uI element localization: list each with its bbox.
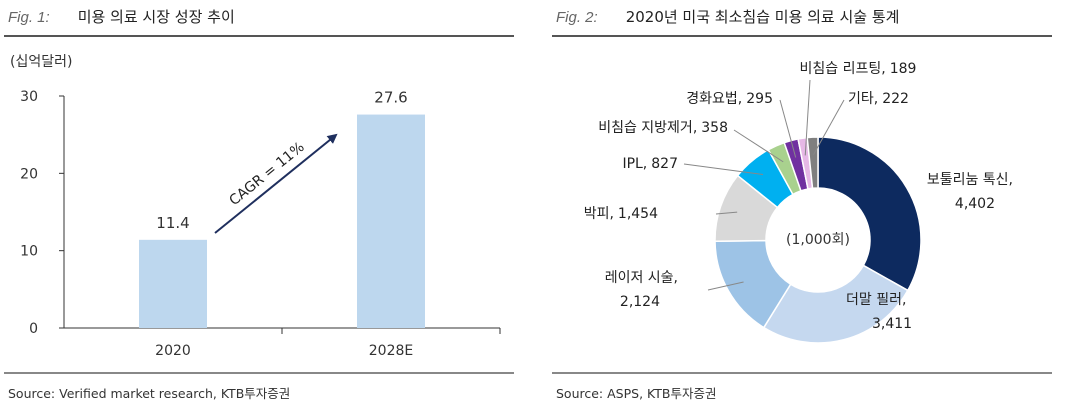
slice-value: 4,402: [955, 196, 995, 212]
leader-line: [804, 79, 811, 156]
fig2-bottom-rule: [552, 372, 1052, 374]
fig2-panel: Fig. 2: 2020년 미국 최소침습 미용 의료 시술 통계 보툴리눔 톡신…: [548, 0, 1074, 406]
donut-slice: [806, 136, 819, 190]
fig2-source: Source: ASPS, KTB투자증권: [556, 386, 717, 401]
slice-label: 경화요법, 295: [686, 91, 773, 107]
y-tick-label: 10: [20, 244, 38, 260]
fig1-title: 미용 의료 시장 성장 추이: [77, 8, 235, 26]
fig2-title-row: Fig. 2: 2020년 미국 최소침습 미용 의료 시술 통계: [556, 6, 899, 27]
fig1-panel: Fig. 1: 미용 의료 시장 성장 추이 (십억달러) 0 10 20 30 11.…: [0, 0, 520, 406]
bar-data-label: 11.4: [156, 214, 189, 232]
y-tick-label: 30: [20, 89, 38, 105]
slice-label-name: 기타,: [848, 91, 878, 107]
slice-label-name: 비침습 리프팅,: [800, 61, 886, 77]
slice-value: 3,411: [872, 316, 912, 332]
slice-label: 비침습 지방제거, 358: [598, 120, 728, 136]
slice-value: 295: [746, 91, 773, 107]
slice-label: 더말 필러,: [846, 292, 906, 308]
slice-value: 2,124: [620, 294, 660, 310]
slice-label: 보툴리눔 톡신,: [927, 172, 1013, 188]
fig1-title-row: Fig. 1: 미용 의료 시장 성장 추이: [8, 6, 235, 27]
donut-slice: [762, 264, 909, 344]
slice-value: 189: [890, 61, 917, 77]
leader-line: [779, 99, 797, 158]
slice-label-name: IPL,: [622, 156, 647, 172]
slice-label: 박피, 1,454: [584, 206, 658, 222]
leader-line: [715, 211, 738, 215]
slice-value: 1,454: [618, 206, 658, 222]
fig2-title: 2020년 미국 최소침습 미용 의료 시술 통계: [625, 8, 900, 26]
slice-label: IPL, 827: [622, 156, 678, 172]
x-tick-label: 2028E: [369, 343, 413, 359]
fig1-bottom-rule: [4, 372, 514, 374]
bar-data-label: 27.6: [374, 89, 407, 107]
leader-line: [683, 163, 764, 176]
slice-value: 827: [651, 156, 678, 172]
slice-label-name: 비침습 지방제거,: [598, 120, 697, 136]
slice-label: 레이저 시술,: [605, 270, 678, 286]
fig1-unit-label: (십억달러): [10, 54, 72, 70]
cagr-arrow: [214, 133, 338, 234]
fig1-top-rule: [4, 35, 514, 37]
cagr-label: CAGR = 11%: [226, 139, 307, 209]
fig1-label: Fig. 1:: [8, 9, 50, 26]
donut-slice: [817, 136, 922, 292]
bar-2020: [139, 239, 207, 328]
x-tick-label: 2020: [155, 343, 191, 359]
donut-center-label: (1,000회): [786, 232, 850, 248]
slice-label-name: 경화요법,: [686, 91, 742, 107]
slice-value: 358: [701, 120, 728, 136]
leader-line: [733, 129, 784, 163]
fig2-label: Fig. 2:: [556, 9, 598, 26]
bar-2028E: [357, 114, 425, 328]
y-tick-label: 20: [20, 166, 38, 182]
y-tick-label: 0: [29, 321, 38, 337]
leader-line: [707, 281, 744, 291]
slice-value: 222: [882, 91, 909, 107]
slice-label: 비침습 리프팅, 189: [800, 61, 917, 77]
leader-line: [813, 99, 845, 155]
fig1-source: Source: Verified market research, KTB투자증…: [8, 386, 291, 401]
slice-label: 기타, 222: [848, 91, 909, 107]
slice-label-name: 박피,: [584, 206, 614, 222]
fig1-bar-chart: (십억달러) 0 10 20 30 11.4 2020 27.6 2028E CAGR = …: [10, 54, 501, 359]
fig2-top-rule: [552, 35, 1052, 37]
